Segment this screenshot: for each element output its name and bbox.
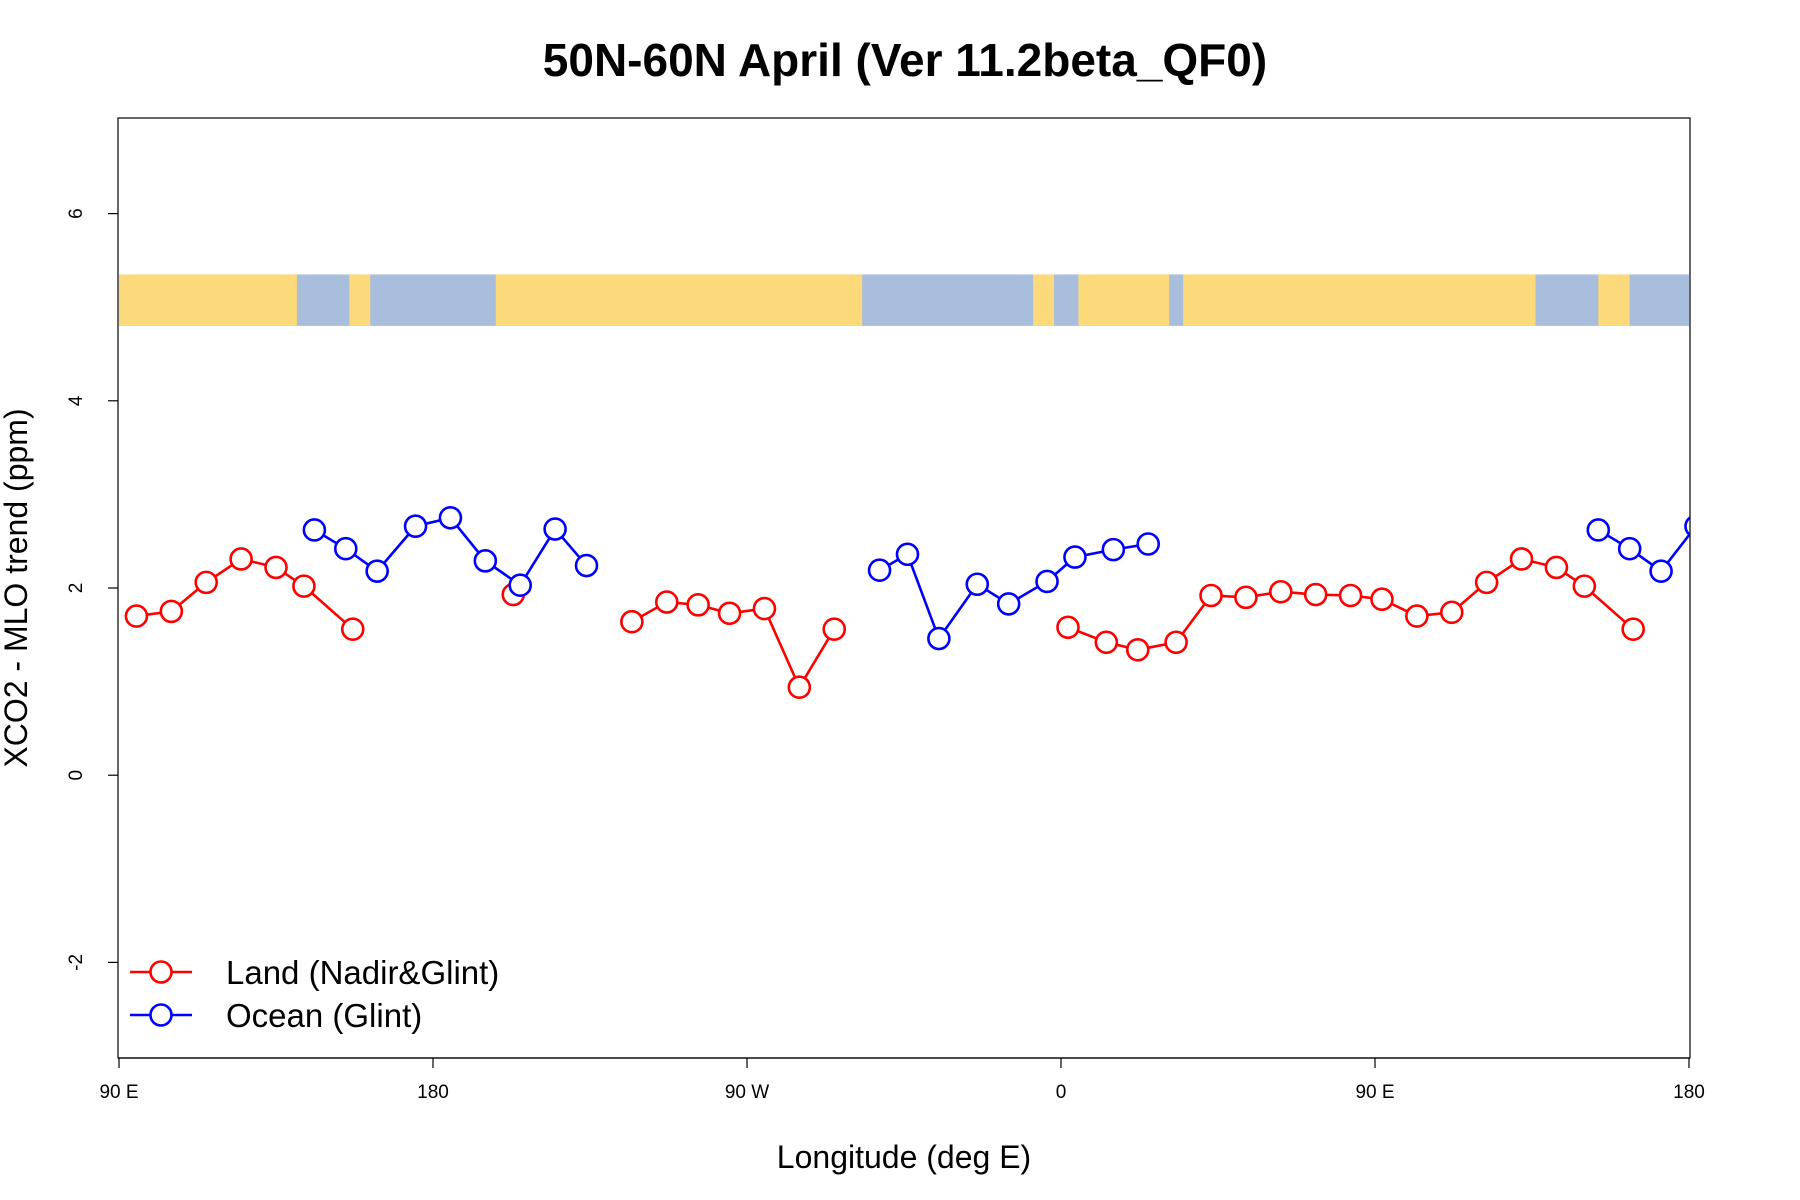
series-ocean xyxy=(302,505,1690,651)
data-point xyxy=(1101,537,1126,562)
series-land xyxy=(124,547,1645,700)
data-point xyxy=(1234,585,1258,610)
data-point xyxy=(1621,617,1645,641)
data-point xyxy=(654,590,679,614)
data-point xyxy=(292,574,316,598)
y-tick-label: 2 xyxy=(66,583,87,594)
legend-label: Land (Nadir&Glint) xyxy=(226,954,499,991)
x-tick-label: 90 E xyxy=(1355,1082,1394,1103)
data-point xyxy=(365,559,389,583)
data-point xyxy=(686,593,710,617)
map-land-region xyxy=(1078,274,1170,326)
data-point xyxy=(717,601,742,626)
data-point xyxy=(996,592,1021,616)
y-axis-title: XCO2 - MLO trend (ppm) xyxy=(0,408,34,767)
data-point xyxy=(1094,630,1119,655)
map-land-region xyxy=(1033,274,1055,326)
x-axis-title: Longitude (deg E) xyxy=(777,1139,1031,1175)
y-tick-label: 0 xyxy=(66,770,87,781)
series-line xyxy=(1597,528,1690,573)
data-point xyxy=(1617,536,1642,561)
data-point xyxy=(508,573,533,597)
data-point xyxy=(1303,582,1328,607)
y-axis: -2 0 2 4 6 xyxy=(66,208,118,971)
data-point xyxy=(620,609,644,634)
x-tick-label: 180 xyxy=(417,1082,449,1103)
y-tick-label: 6 xyxy=(66,208,87,219)
data-point xyxy=(438,505,463,530)
data-point xyxy=(473,549,498,573)
plot-frame xyxy=(117,117,1691,1059)
world-map-strip xyxy=(119,274,1689,326)
data-point xyxy=(822,617,847,641)
data-point xyxy=(1370,587,1394,612)
data-point xyxy=(1199,583,1223,608)
data-point xyxy=(124,604,149,628)
data-point xyxy=(403,514,428,539)
data-point xyxy=(1405,604,1429,628)
data-point xyxy=(1649,559,1673,583)
x-axis: 90 E 180 90 W 0 90 E 180 xyxy=(99,1057,1705,1103)
data-point xyxy=(752,596,777,621)
data-point xyxy=(340,617,365,641)
data-point xyxy=(1035,569,1059,594)
data-point xyxy=(787,675,812,700)
map-land-region xyxy=(495,274,863,326)
data-point xyxy=(264,555,288,580)
legend: Land (Nadir&Glint) Ocean (Glint) xyxy=(130,954,499,1034)
data-point xyxy=(1063,545,1087,569)
data-point xyxy=(1684,516,1690,537)
data-point xyxy=(895,542,920,567)
x-tick-label: 180 xyxy=(1673,1082,1705,1103)
data-point xyxy=(965,572,990,597)
data-point xyxy=(333,536,358,561)
x-tick-label: 90 E xyxy=(99,1082,138,1103)
y-tick-label: 4 xyxy=(66,395,87,406)
legend-label: Ocean (Glint) xyxy=(226,997,422,1034)
data-point xyxy=(1474,570,1499,595)
data-point xyxy=(1509,547,1534,571)
data-point xyxy=(194,570,219,595)
map-land-region xyxy=(1598,274,1630,326)
data-point xyxy=(1269,579,1293,604)
map-land-region xyxy=(349,274,371,326)
x-tick-label: 0 xyxy=(1056,1082,1067,1103)
data-point xyxy=(159,599,184,624)
data-point xyxy=(1439,600,1464,625)
data-point xyxy=(1586,518,1611,542)
data-point xyxy=(1338,583,1363,608)
data-point xyxy=(1164,630,1188,655)
data-point xyxy=(1572,574,1597,598)
data-point xyxy=(1056,615,1080,640)
data-point xyxy=(574,553,599,578)
data-point xyxy=(1136,532,1161,556)
data-point xyxy=(543,517,567,541)
data-point xyxy=(1544,555,1569,580)
data-point xyxy=(867,558,892,583)
map-land xyxy=(119,274,1630,326)
chart-title: 50N-60N April (Ver 11.2beta_QF0) xyxy=(543,34,1267,86)
x-tick-label: 90 W xyxy=(725,1082,769,1103)
legend-marker xyxy=(149,960,173,984)
map-land-region xyxy=(119,274,297,326)
map-land-region xyxy=(1183,274,1536,326)
data-point xyxy=(927,626,951,651)
legend-marker xyxy=(149,1003,173,1027)
y-tick-label: -2 xyxy=(66,954,87,971)
series-layer xyxy=(124,505,1690,700)
data-point xyxy=(229,547,253,571)
data-point xyxy=(302,518,327,542)
data-point xyxy=(1125,637,1150,662)
